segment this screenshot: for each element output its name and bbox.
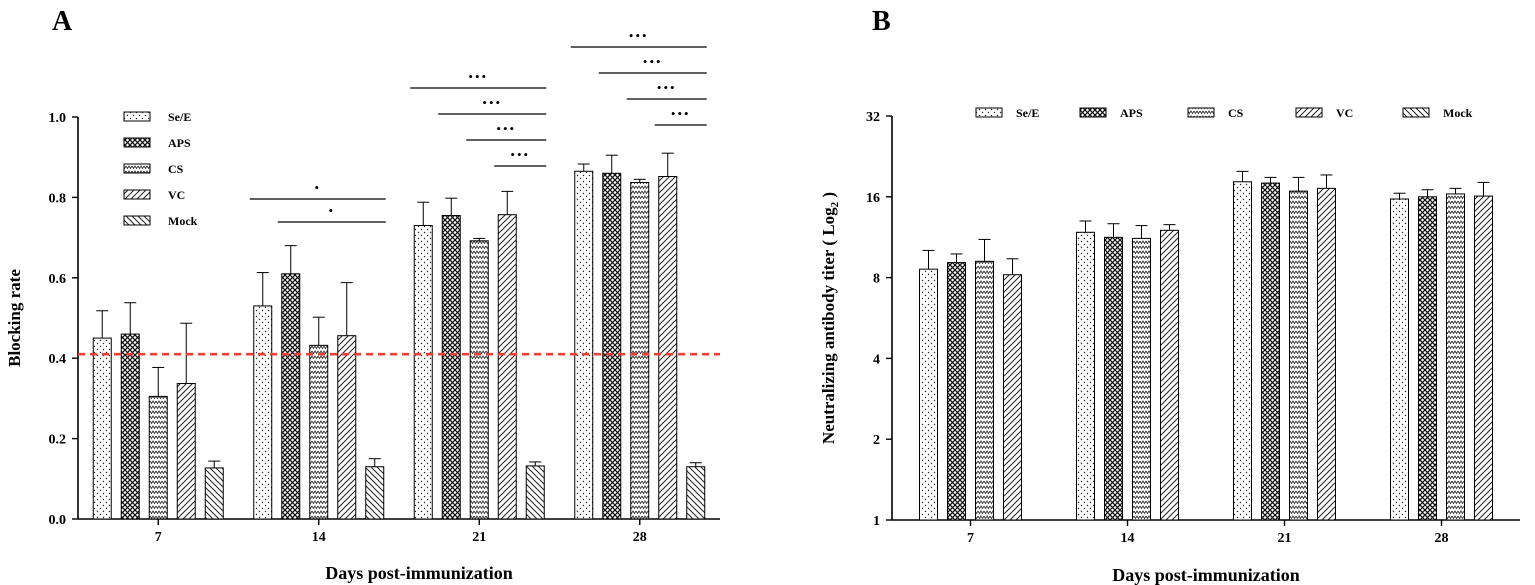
y-axis-label-b-main: Neutralizing antibody titer ( Log xyxy=(819,207,838,444)
bar-vc-day28 xyxy=(658,175,678,520)
y-tick-label-a: 0.6 xyxy=(49,272,67,287)
bar-cs-day28 xyxy=(1446,193,1465,521)
bar-see-day28 xyxy=(1390,198,1409,521)
legend-swatch-b xyxy=(1187,107,1215,118)
bar-vc-day14 xyxy=(1160,229,1179,521)
bar-see-day7 xyxy=(919,268,938,521)
legend-swatch-b xyxy=(1295,107,1323,118)
panel-label-a: A xyxy=(52,6,73,37)
bar-see-day21 xyxy=(413,225,433,520)
y-tick-label-b: 8 xyxy=(873,272,880,287)
bar-cs-day28 xyxy=(630,182,650,520)
bar-aps-day14 xyxy=(1104,236,1123,521)
bar-cs-day21 xyxy=(1289,190,1308,521)
bar-aps-day28 xyxy=(1418,196,1437,521)
significance-marker: • xyxy=(314,180,321,195)
bar-aps-day28 xyxy=(602,172,622,520)
legend-swatch-a xyxy=(123,111,151,122)
significance-marker: ••• xyxy=(482,95,502,110)
x-tick-label-a: 28 xyxy=(633,530,647,545)
legend-swatch-a xyxy=(123,189,151,200)
legend-swatch-a xyxy=(123,137,151,148)
bar-mock-day7 xyxy=(204,467,224,520)
legend-label-a: CS xyxy=(168,162,184,176)
x-tick-label-b: 21 xyxy=(1278,531,1292,546)
panel-label-b: B xyxy=(872,6,891,37)
y-tick-label-b: 32 xyxy=(866,110,880,125)
bar-see-day21 xyxy=(1233,181,1252,521)
bar-cs-day14 xyxy=(1132,237,1151,521)
bar-cs-day7 xyxy=(148,395,168,520)
y-tick-label-a: 0.2 xyxy=(49,433,67,448)
bar-mock-day21 xyxy=(525,465,545,520)
significance-marker: ••• xyxy=(671,106,691,121)
y-tick-label-a: 1.0 xyxy=(49,111,67,126)
bar-mock-day28 xyxy=(686,466,706,520)
chart-a-blocking-rate: 0.00.20.40.60.81.07 14 21 28•••••••••••••••… xyxy=(5,28,720,583)
bar-vc-day28 xyxy=(1474,195,1493,521)
y-tick-label-b: 2 xyxy=(873,433,880,448)
bar-cs-day14 xyxy=(309,344,329,520)
legend-swatch-a xyxy=(123,215,151,226)
x-axis-label-a: Days post-immunization xyxy=(325,563,513,583)
bar-aps-day7 xyxy=(120,333,140,520)
bar-see-day7 xyxy=(92,337,112,520)
legend-label-a: Mock xyxy=(168,214,198,228)
bar-aps-day21 xyxy=(441,214,461,520)
significance-marker: ••• xyxy=(496,121,516,136)
bar-see-day14 xyxy=(253,305,273,520)
bar-see-day14 xyxy=(1076,231,1095,521)
bar-see-day28 xyxy=(574,170,594,520)
x-axis-label-b: Days post-immunization xyxy=(1112,565,1300,585)
y-tick-label-a: 0.8 xyxy=(49,191,67,206)
y-tick-label-b: 1 xyxy=(873,514,880,529)
y-tick-label-b: 4 xyxy=(873,352,880,367)
bar-vc-day7 xyxy=(176,383,196,520)
legend-label-b: Mock xyxy=(1443,106,1473,120)
y-tick-label-a: 0.0 xyxy=(49,513,67,528)
legend-label-a: VC xyxy=(168,188,185,202)
x-tick-label-b: 14 xyxy=(1121,531,1135,546)
significance-marker: ••• xyxy=(510,147,530,162)
bar-aps-day14 xyxy=(281,273,301,520)
x-tick-label-a: 14 xyxy=(312,530,326,545)
x-tick-label-a: 21 xyxy=(472,530,486,545)
y-axis-label-b-end: ) xyxy=(819,192,838,202)
bar-vc-day14 xyxy=(337,335,357,520)
legend-swatch-b xyxy=(1079,107,1107,118)
y-axis-label-b-subscript: 2 xyxy=(829,201,841,207)
x-tick-label-a: 7 xyxy=(155,530,162,545)
legend-swatch-b xyxy=(975,107,1003,118)
x-tick-label-b: 28 xyxy=(1435,531,1449,546)
legend-label-b: Se/E xyxy=(1016,106,1039,120)
legend-label-a: APS xyxy=(168,136,191,150)
significance-marker: • xyxy=(328,203,335,218)
bar-cs-day21 xyxy=(469,240,489,520)
bar-aps-day7 xyxy=(947,262,966,521)
legend-label-b: CS xyxy=(1228,106,1244,120)
bar-vc-day21 xyxy=(1317,187,1336,521)
legend-swatch-a xyxy=(123,163,151,174)
chart-b-neutralizing-titer: 1 2 4 8 16 32 7 14 21 28 Se/E APS CS VC Mock Days post-… xyxy=(819,106,1520,585)
bar-cs-day7 xyxy=(975,260,994,521)
y-tick-label-b: 16 xyxy=(866,191,880,206)
significance-marker: ••• xyxy=(468,69,488,84)
x-tick-label-b: 7 xyxy=(967,531,974,546)
y-tick-label-a: 0.4 xyxy=(49,352,67,367)
y-axis-label-a: Blocking rate xyxy=(5,269,24,367)
bar-aps-day21 xyxy=(1261,182,1280,521)
bar-vc-day7 xyxy=(1003,274,1022,521)
legend-label-b: VC xyxy=(1336,106,1353,120)
legend-label-a: Se/E xyxy=(168,110,191,124)
y-axis-label-b: Neutralizing antibody titer ( Log2 ) xyxy=(819,192,841,444)
significance-marker: ••• xyxy=(629,28,649,43)
legend-label-b: APS xyxy=(1120,106,1143,120)
bar-mock-day14 xyxy=(365,466,385,520)
bar-vc-day21 xyxy=(497,214,517,520)
significance-marker: ••• xyxy=(657,80,677,95)
significance-marker: ••• xyxy=(643,54,663,69)
legend-swatch-b xyxy=(1402,107,1430,118)
